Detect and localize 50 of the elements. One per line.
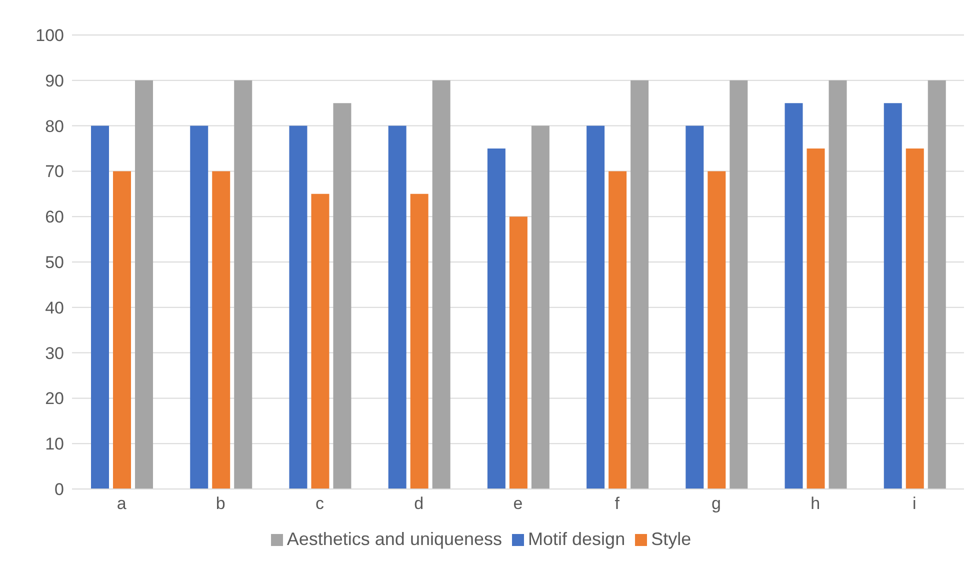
y-tick-label: 10 [45, 434, 64, 454]
bar [906, 148, 924, 489]
bar [784, 103, 803, 489]
bar [91, 126, 109, 489]
bar [289, 126, 308, 489]
x-tick-label: i [912, 494, 916, 514]
bar [928, 80, 946, 489]
y-tick-label: 30 [45, 344, 64, 363]
bar [686, 126, 704, 489]
bar [333, 103, 352, 489]
bar [410, 194, 428, 489]
bar [388, 126, 406, 489]
x-tick-label: d [414, 494, 424, 514]
x-tick-label: a [116, 494, 127, 514]
legend-label: Motif design [528, 529, 626, 549]
bar [531, 126, 550, 489]
y-tick-label: 20 [45, 389, 64, 408]
y-tick-label: 100 [36, 26, 64, 46]
bar [708, 171, 726, 489]
bar [509, 216, 528, 489]
bar [630, 80, 649, 489]
bar [311, 194, 330, 489]
bar [806, 148, 825, 489]
y-tick-label: 40 [45, 298, 64, 318]
bar [113, 171, 131, 489]
x-tick-label: c [316, 494, 325, 514]
y-tick-label: 90 [45, 71, 64, 90]
bar [608, 171, 627, 489]
y-tick-label: 70 [45, 162, 64, 182]
y-tick-label: 50 [45, 253, 64, 272]
bar [884, 103, 902, 489]
y-tick-label: 0 [54, 480, 64, 500]
bar [730, 80, 748, 489]
x-tick-label: f [614, 494, 620, 514]
bar [487, 148, 506, 489]
bar [212, 171, 230, 489]
bar [135, 80, 153, 489]
x-tick-label: b [216, 494, 226, 514]
legend-label: Style [651, 529, 692, 549]
y-tick-label: 80 [45, 116, 64, 136]
bar [586, 126, 605, 489]
bar [432, 80, 450, 489]
x-tick-label: h [810, 494, 820, 514]
bar [234, 80, 252, 489]
legend-label: Aesthetics and uniqueness [286, 529, 502, 549]
x-tick-label: e [513, 494, 523, 514]
x-tick-label: g [711, 494, 721, 514]
bar [190, 126, 208, 489]
bar [828, 80, 847, 489]
y-tick-label: 60 [45, 208, 64, 227]
